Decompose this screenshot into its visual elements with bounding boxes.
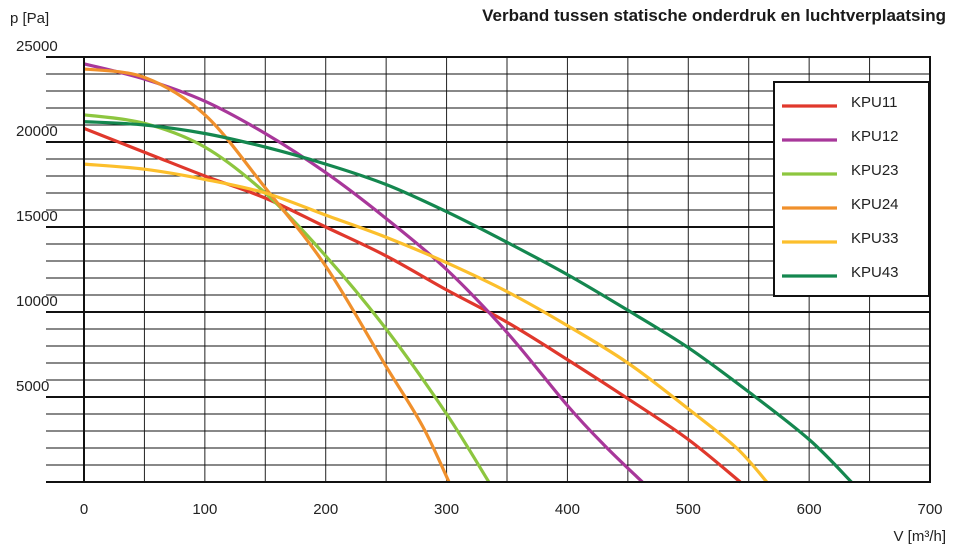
legend-label-kpu43: KPU43	[851, 264, 899, 281]
y-axis-label: p [Pa]	[10, 10, 49, 27]
y-tick-label: 15000	[16, 208, 58, 225]
x-tick-label: 0	[80, 501, 88, 518]
series-line-kpu33	[83, 162, 769, 484]
y-tick-label: 5000	[16, 378, 49, 395]
y-tick-label: 20000	[16, 123, 58, 140]
legend-label-kpu11: KPU11	[851, 94, 897, 111]
x-tick-label: 700	[917, 501, 942, 518]
x-tick-label: 200	[313, 501, 338, 518]
legend-label-kpu24: KPU24	[851, 196, 899, 213]
x-tick-label: 100	[192, 501, 217, 518]
x-axis-label: V [m³/h]	[893, 528, 946, 545]
x-tick-label: 400	[555, 501, 580, 518]
legend-label-kpu12: KPU12	[851, 128, 899, 145]
series-line-kpu24	[83, 67, 451, 483]
x-tick-label: 500	[676, 501, 701, 518]
series-line-kpu11	[83, 126, 742, 484]
series-layer	[83, 62, 853, 484]
x-tick-label: 600	[797, 501, 822, 518]
legend-label-kpu33: KPU33	[851, 230, 899, 247]
x-tick-label: 300	[434, 501, 459, 518]
legend-label-kpu23: KPU23	[851, 162, 899, 179]
chart-title: Verband tussen statische onderdruk en lu…	[482, 6, 946, 25]
tick-labels: 0 100 200 300 400 500 600 700 5000 10000 15000 2000…	[16, 38, 943, 518]
legend-box	[773, 81, 930, 297]
y-tick-label: 25000	[16, 38, 58, 55]
y-tick-label: 10000	[16, 293, 58, 310]
series-line-kpu12	[83, 62, 644, 484]
legend: KPU11 KPU12 KPU23 KPU24 KPU33 KPU43	[773, 81, 930, 297]
series-line-kpu43	[83, 120, 853, 484]
